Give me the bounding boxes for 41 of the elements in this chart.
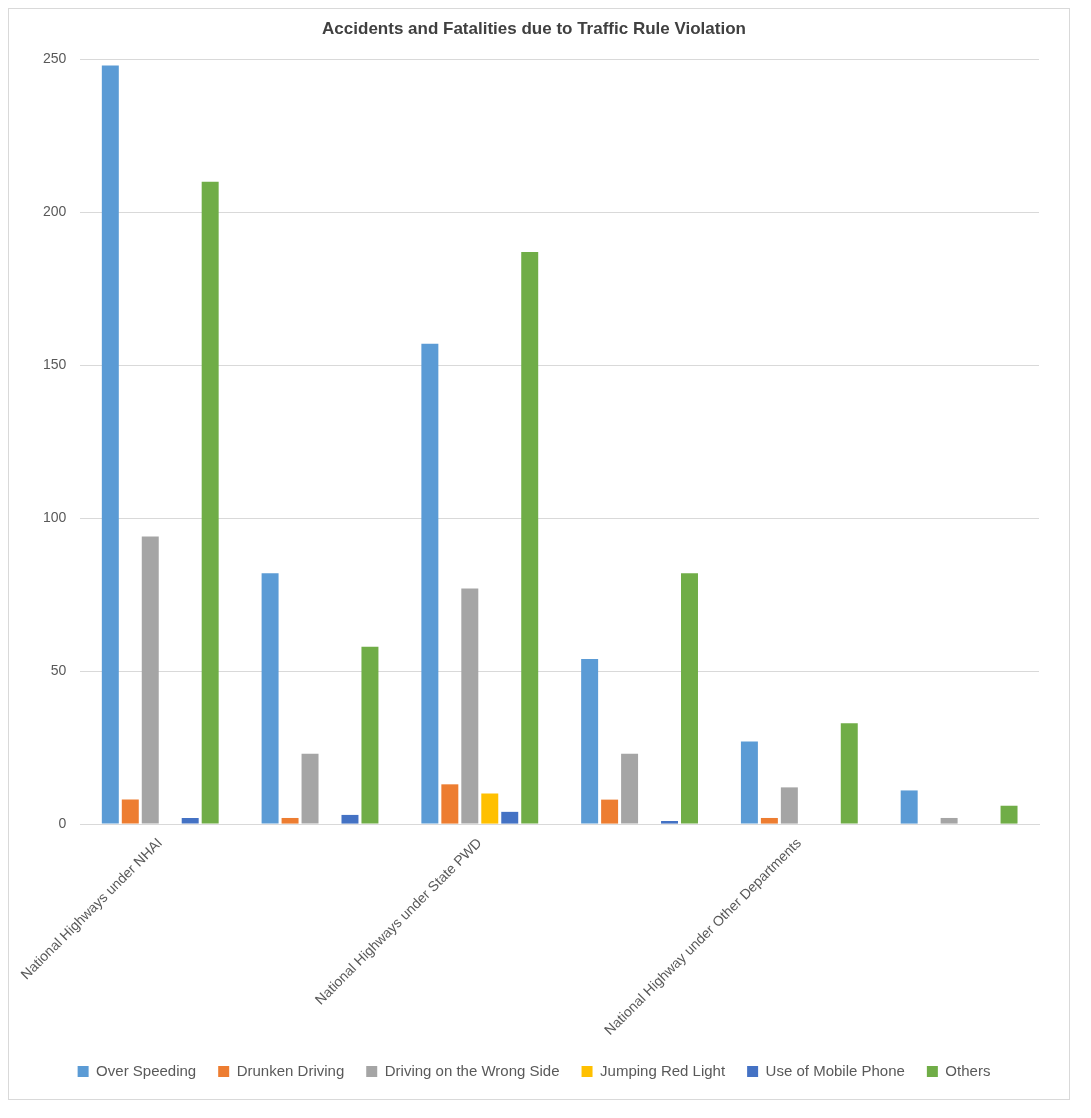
bar [681,573,698,824]
bar [940,817,958,824]
legend-label: Others [945,1061,991,1079]
y-tick-label: 50 [50,662,67,679]
legend-label: Use of Mobile Phone [765,1061,905,1079]
y-tick-label: 100 [43,509,67,526]
bar [341,814,359,824]
bar [621,753,639,824]
y-tick-label: 150 [43,356,67,373]
bar [201,181,219,824]
bar [261,573,279,824]
chart-title: Accidents and Fatalities due to Traffic Rule Violation [322,18,746,38]
bar [141,536,159,824]
bar [521,252,539,824]
bar [181,817,199,824]
bar [740,741,758,824]
bar [900,790,918,824]
bar [661,821,679,824]
legend-label: Jumping Red Light [600,1061,726,1079]
bar [601,799,619,824]
bar [361,646,379,824]
legend-label: Over Speeding [96,1061,197,1079]
bar [481,793,499,824]
bar [760,817,778,824]
bar [281,817,299,824]
bar [581,658,599,824]
legend-label: Driving on the Wrong Side [384,1061,560,1079]
bar [301,753,319,824]
bar [441,784,459,824]
y-tick-label: 0 [58,814,67,831]
bar [780,787,798,824]
bar [840,723,858,824]
bar [461,588,479,824]
bar [1000,805,1018,824]
legend-label: Drunken Driving [236,1061,345,1079]
y-tick-label: 250 [43,50,67,67]
bar [101,65,119,824]
bar [421,343,439,824]
y-tick-label: 200 [43,203,67,220]
bar [501,811,519,824]
bar [121,799,139,824]
